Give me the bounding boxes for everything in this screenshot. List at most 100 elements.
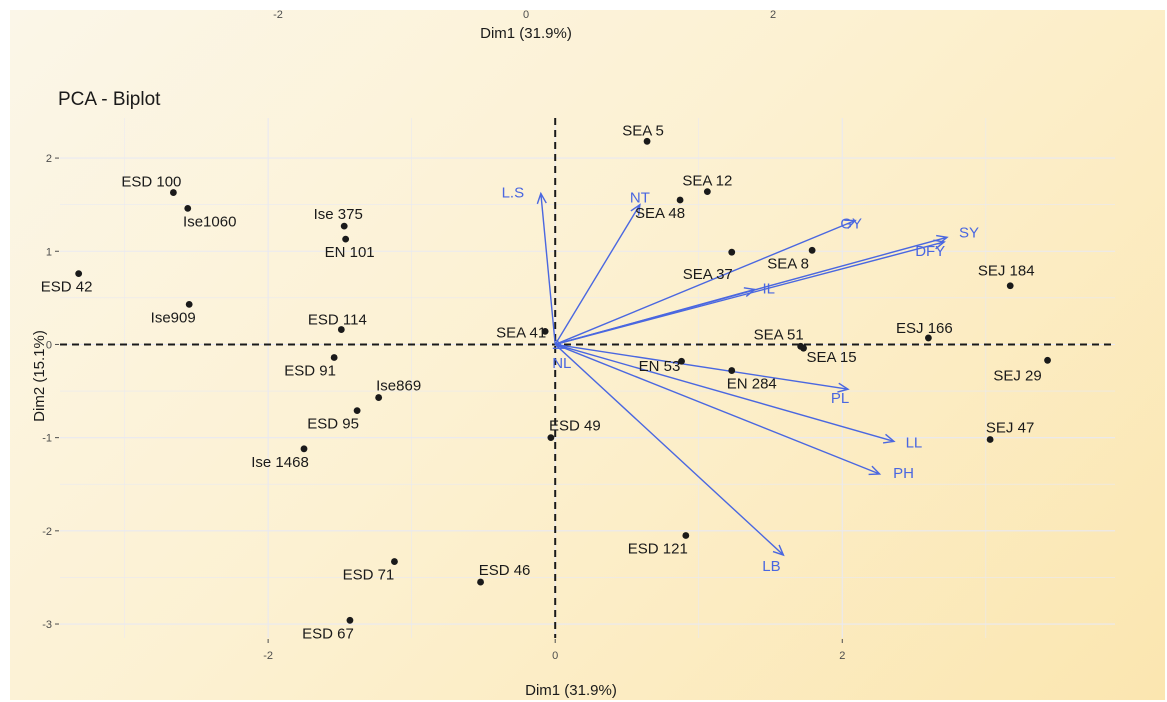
- arrowhead-il: [743, 287, 757, 298]
- point-label: ESD 49: [549, 418, 601, 435]
- variable-label: NT: [630, 190, 650, 207]
- individual-points: [75, 137, 1051, 624]
- point-sea-5: [643, 137, 651, 145]
- point-esd-100: [169, 189, 177, 196]
- arrow-lb: [554, 343, 784, 556]
- point-esd-49: [547, 434, 555, 442]
- point-ise869: [375, 394, 383, 401]
- x-tick-label: 2: [839, 650, 845, 662]
- point-label: SEA 51: [754, 326, 804, 343]
- arrowhead-gy: [844, 219, 857, 229]
- point-esd-95: [353, 407, 361, 415]
- point-esd-114: [337, 326, 345, 333]
- point-esj-166: [925, 334, 932, 342]
- point-label: SEA 8: [767, 255, 809, 272]
- point-sej-184: [1006, 282, 1014, 290]
- individual-labels: SEA 5 SEA 12 SEA 48 SEA 37 SEA 8 SEJ 184 ESJ 1…: [41, 122, 1042, 642]
- point-ise-375: [340, 222, 348, 230]
- arrow-ph: [554, 343, 880, 475]
- x-tick-label: -2: [263, 650, 273, 662]
- point-label: ESD 100: [121, 174, 181, 191]
- arrow-ll: [555, 343, 895, 443]
- point-label: Ise 1468: [251, 454, 309, 471]
- point-esd-71: [391, 558, 398, 565]
- arrowhead-pl: [837, 382, 850, 393]
- point-label: ESD 42: [41, 279, 93, 296]
- point-label: ESD 71: [343, 567, 395, 584]
- y-tick-label: 2: [46, 153, 52, 165]
- point-en-101: [342, 235, 350, 243]
- variable-label: PL: [831, 390, 849, 407]
- arrowhead-ph: [868, 465, 882, 476]
- top-x-tick-label: 0: [523, 10, 529, 21]
- variable-label: DFY: [915, 243, 945, 260]
- variable-labels: L.S NT GY SY DFY IL NL PL LL PH LB: [502, 184, 979, 575]
- point-sej-29: [1044, 356, 1051, 364]
- point-sea-37: [728, 248, 736, 256]
- arrow-ls: [540, 193, 556, 345]
- pca-biplot: SEA 5 SEA 12 SEA 48 SEA 37 SEA 8 SEJ 184 ESJ 1…: [31, 10, 1115, 699]
- reference-lines: [60, 118, 1115, 638]
- top-x-tick-label: 2: [770, 10, 776, 21]
- point-sea-41: [541, 328, 549, 335]
- arrow-il: [555, 288, 755, 346]
- variable-label: SY: [959, 224, 979, 241]
- arrow-nt: [554, 204, 641, 345]
- y-axis-title: Dim2 (15.1%): [31, 330, 48, 422]
- arrowhead-ll: [882, 433, 896, 444]
- variable-label: NL: [552, 355, 571, 372]
- grid: [60, 118, 1115, 638]
- arrow-gy: [554, 219, 856, 346]
- point-label: SEJ 29: [993, 367, 1041, 384]
- y-tick-label: 1: [46, 246, 52, 258]
- variable-label: LB: [762, 558, 780, 575]
- arrowhead-dfy: [933, 239, 946, 250]
- point-label: ESD 121: [628, 540, 688, 557]
- arrowhead-lb: [772, 544, 785, 557]
- point-sea-8: [808, 246, 816, 254]
- point-label: Ise909: [151, 309, 196, 326]
- point-label: EN 101: [325, 244, 375, 261]
- x-tick-label: 0: [552, 650, 558, 662]
- top-x-tick-label: -2: [273, 10, 283, 21]
- point-sea-48: [676, 196, 684, 204]
- point-ise-1468: [300, 445, 308, 453]
- point-label: SEA 41: [496, 324, 546, 341]
- y-tick-label: 0: [46, 339, 52, 351]
- chart-background: SEA 5 SEA 12 SEA 48 SEA 37 SEA 8 SEJ 184 ESJ 1…: [10, 10, 1165, 700]
- point-label: ESD 114: [308, 312, 367, 329]
- point-label: ESD 91: [284, 362, 336, 379]
- point-esd-67: [346, 616, 354, 624]
- arrow-pl: [555, 343, 849, 390]
- point-ise909: [185, 300, 193, 308]
- y-tick-label: -1: [42, 433, 52, 445]
- arrowhead-nt: [630, 203, 641, 216]
- point-esd-91: [330, 354, 338, 361]
- point-label: ESD 46: [479, 562, 531, 579]
- point-label: Ise869: [376, 378, 421, 395]
- variable-label: IL: [762, 280, 775, 297]
- point-label: SEJ 184: [978, 263, 1035, 280]
- top-x-axis-title: Dim1 (31.9%): [480, 25, 572, 42]
- point-esd-121: [682, 532, 690, 539]
- point-sea-12: [703, 188, 711, 196]
- point-esd-46: [477, 578, 484, 586]
- point-label: Ise1060: [183, 213, 236, 230]
- x-axis-title: Dim1 (31.9%): [525, 682, 617, 699]
- point-en-284: [728, 367, 736, 374]
- y-tick-label: -3: [42, 619, 52, 631]
- point-ise1060: [184, 204, 192, 212]
- point-esd-42: [75, 270, 83, 278]
- point-label: EN 284: [727, 376, 777, 393]
- variable-label: GY: [840, 216, 862, 233]
- point-label: SEA 37: [683, 266, 733, 283]
- variable-label: L.S: [502, 184, 525, 201]
- point-label: ESD 67: [302, 625, 354, 642]
- variable-arrows: [536, 191, 949, 557]
- y-tick-label: -2: [42, 526, 52, 538]
- point-label: SEA 48: [635, 205, 685, 222]
- point-sej-47: [986, 436, 994, 443]
- point-label: ESD 95: [307, 416, 359, 433]
- arrowhead-ls: [536, 191, 547, 205]
- point-en-53: [678, 357, 685, 365]
